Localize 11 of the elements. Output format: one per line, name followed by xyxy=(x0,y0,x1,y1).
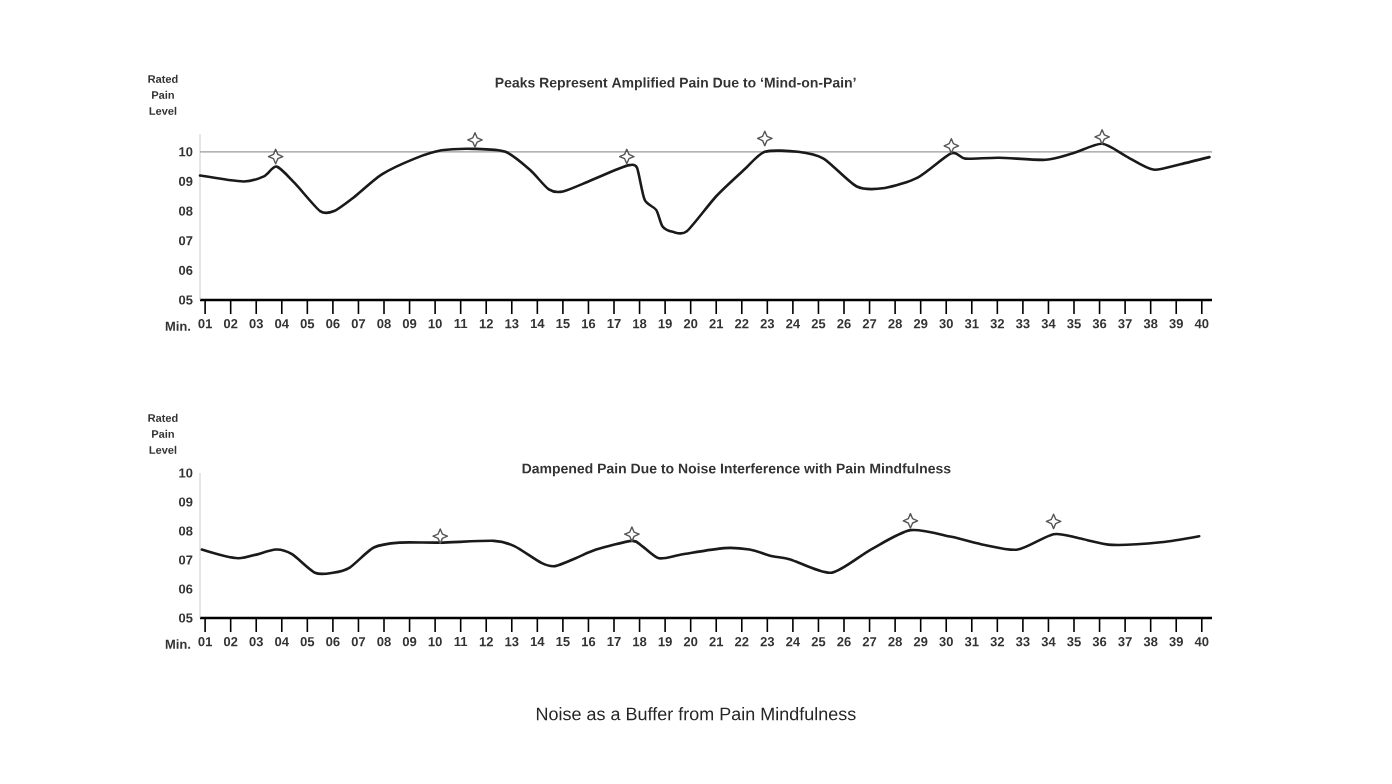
point xyxy=(467,132,483,148)
point xyxy=(756,130,773,147)
point xyxy=(623,526,640,543)
point xyxy=(1045,513,1062,530)
point xyxy=(618,148,635,165)
point xyxy=(267,148,284,165)
point xyxy=(432,528,449,545)
text: Noise as a Buffer from Pain Mindfulness xyxy=(536,707,856,721)
point xyxy=(1094,129,1111,145)
point xyxy=(943,137,960,154)
point xyxy=(902,512,919,529)
